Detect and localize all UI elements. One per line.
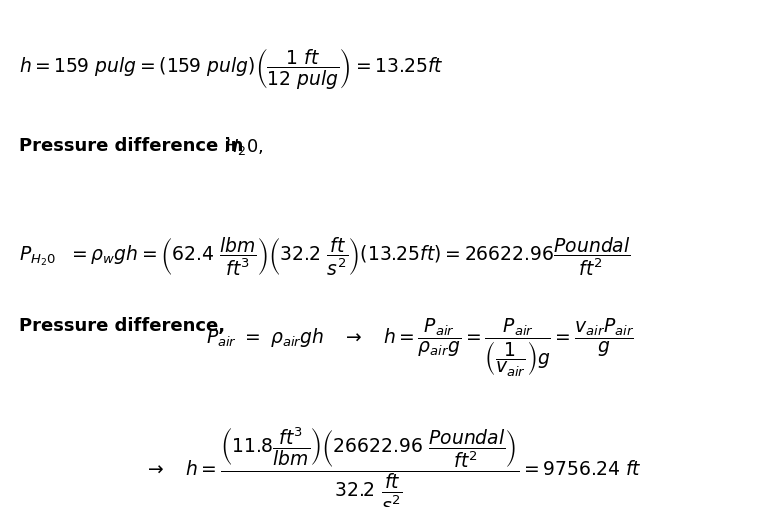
Text: Pressure difference,: Pressure difference,	[19, 317, 226, 335]
Text: $h = 159\ pulg = (159\ pulg)\left(\dfrac{1\ ft}{12\ pulg}\right) = 13.25ft$: $h = 159\ pulg = (159\ pulg)\left(\dfrac…	[19, 46, 444, 91]
Text: Pressure difference in: Pressure difference in	[19, 137, 250, 155]
Text: $P_{air}\ =\ \rho_{air}gh\quad \rightarrow \quad h = \dfrac{P_{air}}{\rho_{air}g: $P_{air}\ =\ \rho_{air}gh\quad \rightarr…	[206, 317, 635, 379]
Text: $P_{H_2 0}\ \ = \rho_w gh = \left(62.4\ \dfrac{lbm}{ft^3}\right)\left(32.2\ \dfr: $P_{H_2 0}\ \ = \rho_w gh = \left(62.4\ …	[19, 236, 631, 278]
Text: $H_2 0,$: $H_2 0,$	[224, 137, 264, 157]
Text: $\rightarrow \quad h = \dfrac{\left(11.8\dfrac{ft^3}{lbm}\right)\left(26622.96\ : $\rightarrow \quad h = \dfrac{\left(11.8…	[144, 426, 642, 507]
